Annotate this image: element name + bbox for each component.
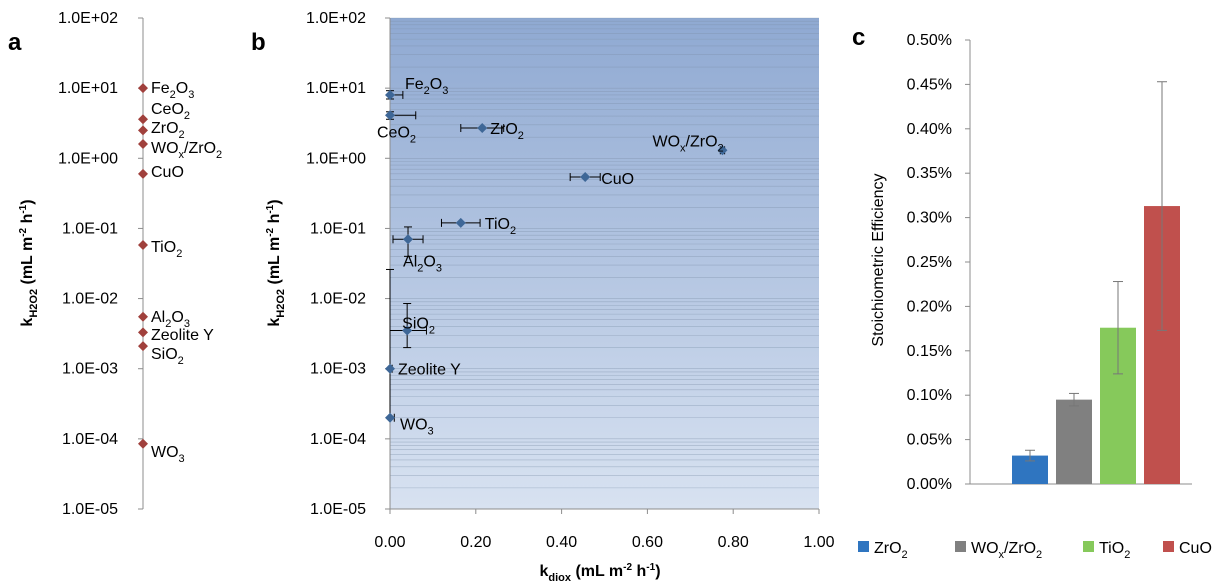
data-point-a bbox=[138, 327, 148, 338]
data-point-a bbox=[138, 240, 148, 251]
point-label-a: ZrO2 bbox=[151, 120, 185, 141]
data-point-a bbox=[138, 83, 148, 94]
legend-label-c: CuO bbox=[1179, 540, 1212, 557]
y-axis-title-a: kH2O2 (mL m-2 h-1) bbox=[18, 199, 40, 326]
y-tick-label-b: 1.0E+02 bbox=[306, 10, 366, 27]
point-label-b: Fe2O3 bbox=[405, 76, 448, 97]
data-point-b bbox=[717, 145, 728, 156]
plot-area-b bbox=[390, 18, 819, 509]
data-point-a bbox=[138, 168, 148, 179]
data-point-a bbox=[138, 125, 148, 136]
y-tick-label-c: 0.35% bbox=[907, 165, 952, 182]
bar-c bbox=[1056, 399, 1092, 484]
y-tick-label-c: 0.05% bbox=[907, 432, 952, 449]
data-point-b bbox=[580, 172, 591, 183]
x-tick-label-b: 0.80 bbox=[718, 534, 749, 551]
legend-label-c: TiO2 bbox=[1099, 540, 1130, 561]
y-tick-label-c: 0.45% bbox=[907, 76, 952, 93]
legend-swatch-c bbox=[1163, 541, 1174, 552]
legend-swatch-c bbox=[955, 541, 966, 552]
x-tick-label-b: 0.40 bbox=[546, 534, 577, 551]
y-tick-label-b: 1.0E-01 bbox=[310, 220, 366, 237]
data-point-b bbox=[385, 89, 395, 100]
legend-label-c: ZrO2 bbox=[874, 540, 908, 561]
legend-swatch-c bbox=[858, 541, 869, 552]
y-tick-label-b: 1.0E-05 bbox=[310, 501, 366, 518]
data-point-b bbox=[455, 217, 466, 228]
panel-a: a 1.0E+02 1.0E+01 1.0E+00 1.0E-01 1.0E-02 1.0E… bbox=[8, 10, 222, 518]
point-label-b: ZrO2 bbox=[490, 121, 524, 142]
y-tick-label-a: 1.0E-04 bbox=[62, 431, 118, 448]
data-point-b bbox=[403, 234, 414, 245]
y-tick-label-b: 1.0E+01 bbox=[306, 80, 366, 97]
y-tick-label-c: 0.15% bbox=[907, 343, 952, 360]
panel-b: b 1.0E+02 1.0E+01 1.0E+00 1.0E-01 1.0E-02 1.0E… bbox=[251, 10, 835, 581]
point-label-a: Fe2O3 bbox=[151, 80, 194, 101]
x-tick-label-b: 1.00 bbox=[803, 534, 834, 551]
y-tick-label-c: 0.00% bbox=[907, 476, 952, 493]
y-tick-label-a: 1.0E-05 bbox=[62, 501, 118, 518]
point-label-a: TiO2 bbox=[151, 239, 182, 260]
x-tick-label-b: 0.20 bbox=[460, 534, 491, 551]
y-tick-label-c: 0.40% bbox=[907, 121, 952, 138]
panel-c: c 0.00% 0.05% 0.10% 0.15% 0.20% 0.25% 0.30% 0.35… bbox=[852, 24, 1212, 561]
data-point-b bbox=[385, 412, 395, 423]
panel-label-a: a bbox=[8, 29, 22, 56]
y-tick-label-c: 0.50% bbox=[907, 32, 952, 49]
point-label-a: CuO bbox=[151, 164, 184, 181]
data-point-b bbox=[385, 363, 395, 374]
x-axis-title-b: kdiox (mL m-2 h-1) bbox=[539, 562, 660, 581]
panel-label-c: c bbox=[852, 24, 865, 51]
legend-label-c: WOx/ZrO2 bbox=[971, 540, 1042, 561]
data-point-b bbox=[385, 110, 395, 121]
y-tick-label-a: 1.0E-03 bbox=[62, 361, 118, 378]
point-label-b: Zeolite Y bbox=[398, 362, 461, 379]
point-label-b: CeO2 bbox=[377, 124, 416, 145]
data-point-a bbox=[138, 311, 148, 322]
data-point-b bbox=[402, 325, 413, 336]
y-tick-label-c: 0.10% bbox=[907, 387, 952, 404]
y-tick-label-b: 1.0E-03 bbox=[310, 361, 366, 378]
y-axis-title-b: kH2O2 (mL m-2 h-1) bbox=[265, 199, 287, 326]
y-tick-label-a: 1.0E+02 bbox=[58, 10, 118, 27]
y-tick-label-a: 1.0E-02 bbox=[62, 291, 118, 308]
point-label-a: CeO2 bbox=[151, 101, 190, 122]
point-label-a: WOx/ZrO2 bbox=[151, 140, 222, 161]
point-label-b: CuO bbox=[601, 171, 634, 188]
y-tick-label-b: 1.0E-02 bbox=[310, 291, 366, 308]
legend-swatch-c bbox=[1083, 541, 1094, 552]
y-axis-title-c: Stoichiometric Efficiency bbox=[870, 173, 887, 346]
y-tick-label-c: 0.20% bbox=[907, 298, 952, 315]
data-point-a bbox=[138, 138, 148, 149]
point-label-b: TiO2 bbox=[485, 216, 516, 237]
point-label-a: SiO2 bbox=[151, 346, 184, 367]
x-tick-label-b: 0.60 bbox=[632, 534, 663, 551]
data-point-a bbox=[138, 114, 148, 125]
panel-label-b: b bbox=[251, 29, 266, 56]
y-tick-label-b: 1.0E-04 bbox=[310, 431, 366, 448]
data-point-a bbox=[138, 438, 148, 449]
y-tick-label-b: 1.0E+00 bbox=[306, 150, 366, 167]
point-label-b: Al2O3 bbox=[403, 253, 442, 274]
point-label-b: WOx/ZrO2 bbox=[652, 133, 723, 154]
point-label-a: Al2O3 bbox=[151, 309, 190, 330]
point-label-a: Zeolite Y bbox=[151, 327, 214, 344]
point-label-b: SiO2 bbox=[402, 316, 435, 337]
data-point-b bbox=[477, 123, 488, 134]
x-tick-label-b: 0.00 bbox=[374, 534, 405, 551]
y-tick-label-a: 1.0E+01 bbox=[58, 80, 118, 97]
point-label-b: WO3 bbox=[400, 417, 434, 438]
y-tick-label-c: 0.25% bbox=[907, 254, 952, 271]
y-tick-label-a: 1.0E-01 bbox=[62, 220, 118, 237]
y-tick-label-a: 1.0E+00 bbox=[58, 150, 118, 167]
point-label-a: WO3 bbox=[151, 444, 185, 465]
data-point-a bbox=[138, 341, 148, 352]
y-tick-label-c: 0.30% bbox=[907, 210, 952, 227]
